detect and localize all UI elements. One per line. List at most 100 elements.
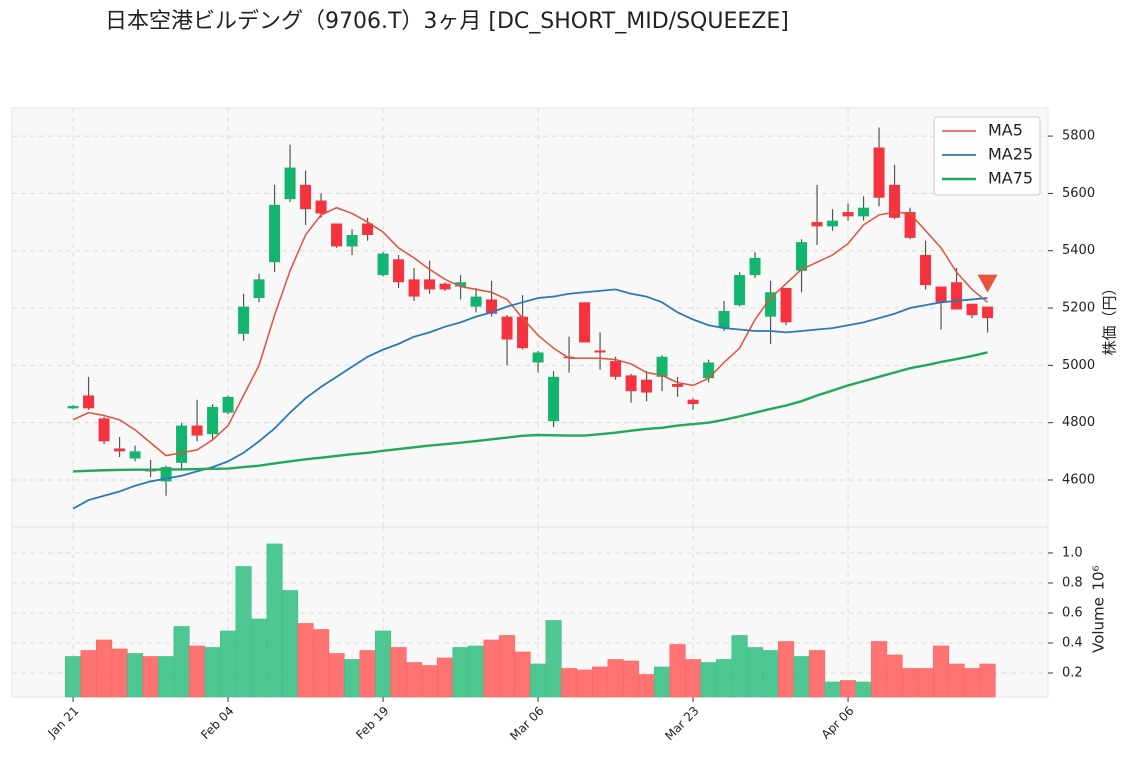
candle-body <box>749 257 761 276</box>
candle-body <box>253 279 265 299</box>
volume-bar <box>592 666 609 698</box>
volume-bar <box>328 653 345 698</box>
legend-box <box>933 116 1041 196</box>
legend-label: MA25 <box>988 145 1033 164</box>
ma-line <box>72 206 989 457</box>
candle-body <box>687 399 699 405</box>
candle-body <box>625 375 637 392</box>
candle-body <box>486 299 498 314</box>
candle-body <box>703 362 715 379</box>
volume-bar <box>313 629 330 698</box>
y-tick-label: 1.0 <box>1062 545 1083 560</box>
volume-bar <box>778 641 795 698</box>
volume-bar <box>251 618 268 698</box>
candle-body <box>98 418 110 442</box>
x-tick-label: Feb 04 <box>198 704 236 742</box>
volume-bar <box>530 663 547 698</box>
volume-bar <box>421 665 438 698</box>
volume-bar <box>871 641 888 698</box>
candle-body <box>780 287 792 323</box>
candle-body <box>827 220 839 227</box>
candle-body <box>594 350 606 353</box>
legend-label: MA5 <box>988 121 1023 140</box>
y-tick-label: 0.2 <box>1062 665 1083 680</box>
y-axis-label: 株価（円） <box>1101 280 1119 355</box>
candle-body <box>238 306 250 334</box>
volume-bar <box>468 645 485 698</box>
candle-body <box>300 184 312 210</box>
volume-bar <box>902 668 919 698</box>
candle-body <box>672 383 684 387</box>
volume-axis-label: Volume <box>1090 597 1108 653</box>
chart-title: 日本空港ビルデング（9706.T）3ヶ月 [DC_SHORT_MID/SQUEE… <box>105 9 789 34</box>
candle-body <box>160 467 172 482</box>
volume-bar <box>514 651 531 698</box>
candle-body <box>331 223 343 247</box>
candle-body <box>424 279 436 290</box>
candle-body <box>517 316 529 349</box>
volume-bar <box>933 645 950 698</box>
legend: MA5 MA25 MA75 <box>933 116 1041 196</box>
candle-body <box>718 310 730 329</box>
candle-body <box>842 212 854 217</box>
volume-bar <box>390 647 407 698</box>
volume-bar <box>855 681 872 698</box>
volume-bar <box>607 659 624 698</box>
candle-body <box>904 212 916 238</box>
x-tick-label: Feb 19 <box>353 704 391 742</box>
volume-bar <box>793 656 810 698</box>
y-tick-label: 5600 <box>1062 186 1095 201</box>
y-tick-label: 5000 <box>1062 358 1095 373</box>
candle-body <box>346 234 358 247</box>
candle-body <box>532 352 544 363</box>
y-tick-label: 5800 <box>1062 129 1095 144</box>
candle-body <box>129 451 141 459</box>
volume-bar <box>623 660 640 698</box>
candle-body <box>176 425 188 463</box>
y-tick-label: 4800 <box>1062 415 1095 430</box>
y-tick-label: 5200 <box>1062 301 1095 316</box>
candle-body <box>951 282 963 310</box>
volume-bar <box>359 650 376 698</box>
y-tick-label: 4600 <box>1062 472 1095 487</box>
volume-scale-label: 10⁶ <box>1090 565 1108 590</box>
volume-bar <box>747 647 764 698</box>
volume-bar <box>809 650 826 698</box>
legend-label: MA75 <box>988 169 1033 188</box>
volume-bar <box>406 662 423 698</box>
volume-bar <box>638 674 655 698</box>
volume-bar <box>235 566 252 698</box>
candle-body <box>656 356 668 377</box>
candle-body <box>207 406 219 435</box>
candle-body <box>455 282 467 287</box>
volume-bar <box>979 663 996 698</box>
x-tick-label: Jan 21 <box>44 704 81 741</box>
volume-bar <box>499 635 516 698</box>
candle-body <box>83 395 95 409</box>
volume-bar <box>65 656 82 698</box>
candle-body <box>610 361 622 377</box>
volume-bar <box>669 644 686 698</box>
volume-bar <box>948 663 965 698</box>
volume-bar <box>127 653 144 698</box>
candle-body <box>873 147 885 198</box>
candle-body <box>935 286 947 303</box>
candle-body <box>579 302 591 343</box>
candle-body <box>222 396 234 413</box>
volume-bar <box>561 668 578 698</box>
candle-body <box>501 316 513 340</box>
volume-bar <box>142 656 159 698</box>
x-tick-label: Mar 23 <box>662 704 701 743</box>
candle-body <box>191 425 203 436</box>
volume-bar <box>731 635 748 698</box>
volume-bar <box>685 659 702 698</box>
volume-bar <box>80 650 97 698</box>
candle-body <box>315 200 327 214</box>
volume-bar <box>917 668 934 698</box>
candle-body <box>284 167 296 200</box>
volume-bar <box>96 639 113 698</box>
candle-body <box>114 448 126 452</box>
candle-body <box>269 204 281 263</box>
candle-body <box>408 279 420 297</box>
